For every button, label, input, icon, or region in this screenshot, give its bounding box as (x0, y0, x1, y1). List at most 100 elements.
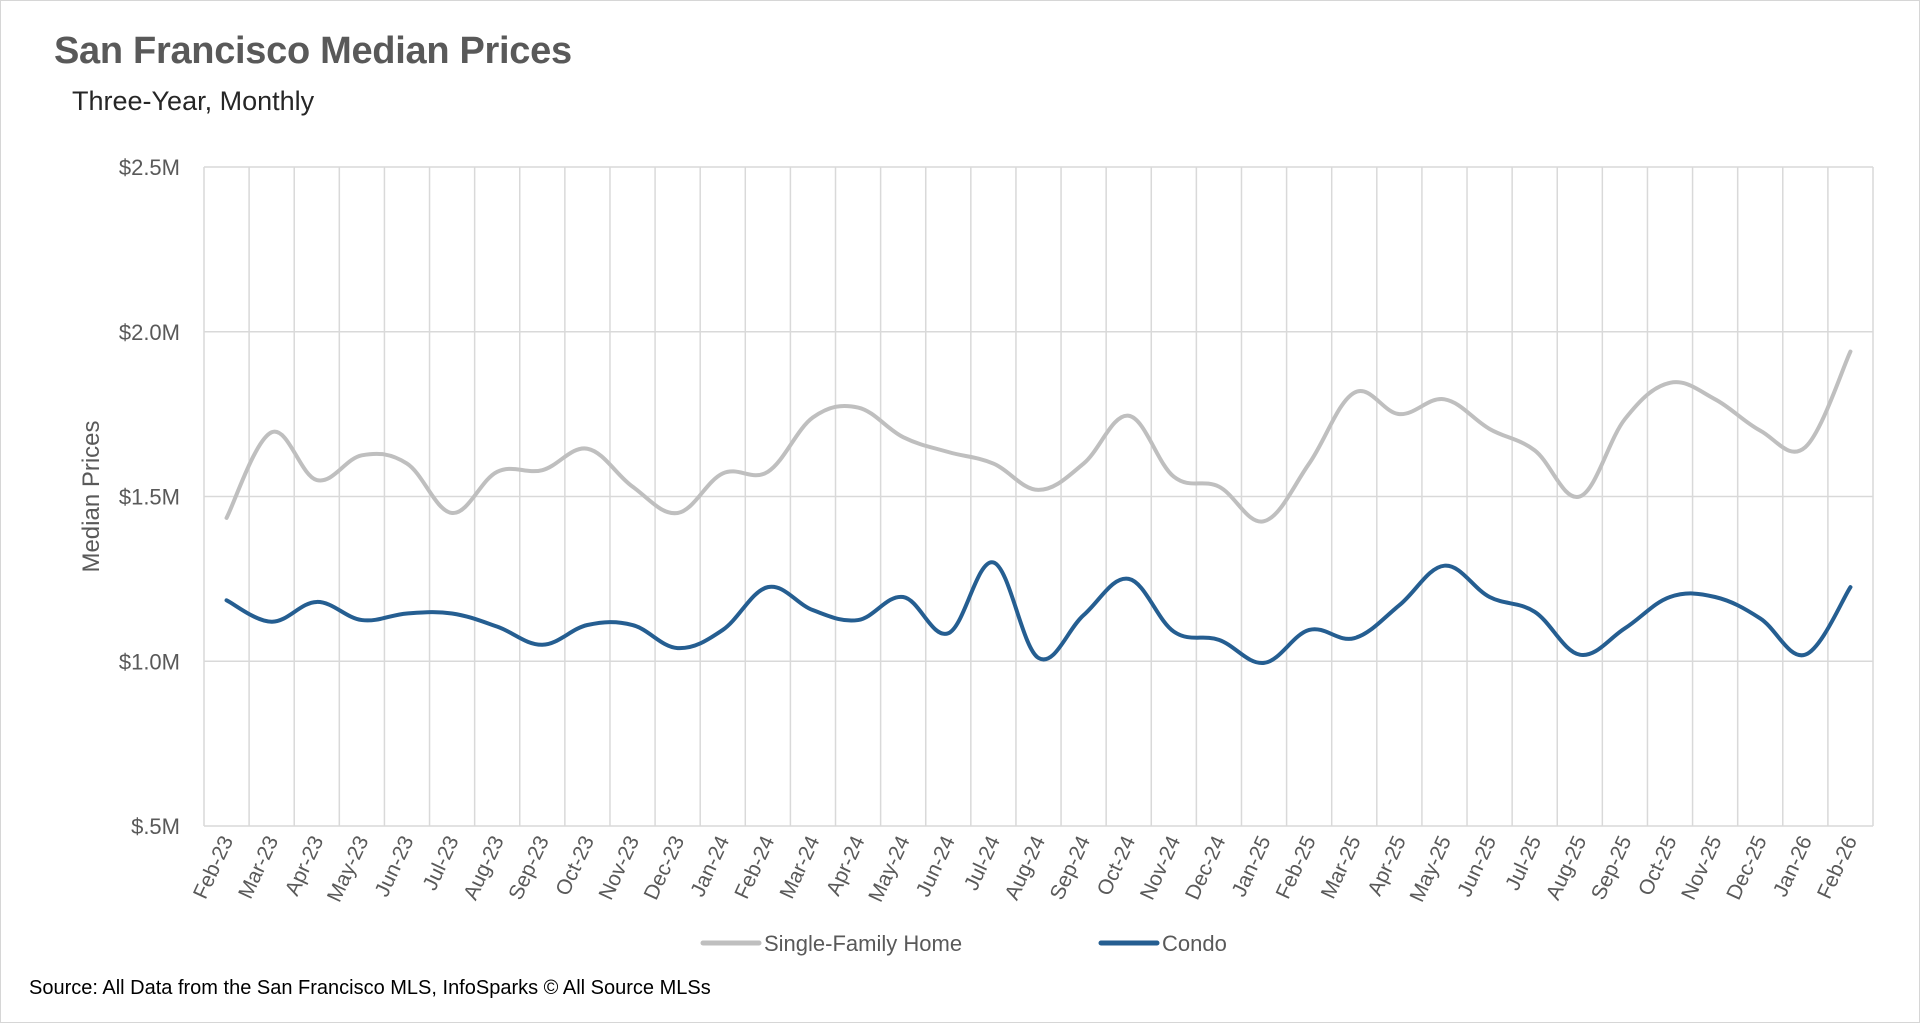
series-lines (224, 349, 1853, 665)
data-point-condo (1578, 653, 1582, 657)
legend-label-condo: Condo (1162, 931, 1227, 956)
data-point-condo (225, 598, 229, 602)
data-point-condo (721, 628, 725, 632)
data-point-condo (1217, 638, 1221, 642)
data-point-condo (1488, 595, 1492, 599)
data-point-condo (1262, 661, 1266, 665)
data-point-condo (585, 623, 589, 627)
x-tick-label: Oct-24 (1093, 832, 1141, 899)
x-tick-label: Oct-25 (1634, 832, 1681, 899)
vertical-gridlines (203, 167, 1874, 826)
x-tick-label: Nov-24 (1136, 832, 1186, 903)
data-point-single-family-home (946, 450, 950, 454)
x-tick-label: Jun-23 (371, 832, 419, 900)
data-point-condo (1533, 610, 1537, 614)
x-tick-label: Feb-23 (189, 832, 238, 902)
data-point-condo (315, 600, 319, 604)
data-point-condo (1082, 613, 1086, 617)
data-point-single-family-home (1623, 417, 1627, 421)
data-point-single-family-home (495, 470, 499, 474)
data-point-single-family-home (1397, 412, 1401, 416)
data-point-single-family-home (811, 415, 815, 419)
x-tick-label: May-23 (323, 832, 373, 905)
x-tick-label: Dec-23 (640, 832, 689, 903)
x-tick-label: Dec-24 (1181, 832, 1231, 903)
data-point-condo (811, 608, 815, 612)
x-tick-label: Aug-24 (1001, 832, 1051, 903)
data-point-condo (1758, 616, 1762, 620)
data-point-condo (1442, 564, 1446, 568)
data-point-single-family-home (405, 462, 409, 466)
x-tick-label: Jan-24 (686, 832, 734, 900)
source-note: Source: All Data from the San Francisco … (29, 977, 711, 999)
x-tick-label: Mar-25 (1317, 832, 1366, 902)
data-point-condo (405, 611, 409, 615)
data-point-condo (901, 595, 905, 599)
data-point-single-family-home (1803, 445, 1807, 449)
x-tick-label: Jul-25 (1501, 832, 1546, 894)
series-line-condo (224, 560, 1853, 665)
legend-label-single-family-home: Single-Family Home (764, 931, 962, 956)
data-point-condo (1037, 656, 1041, 660)
series-line-single-family-home (224, 349, 1853, 524)
data-point-condo (946, 631, 950, 635)
x-tick-label: Jun-25 (1453, 832, 1501, 900)
x-tick-label: Feb-25 (1272, 832, 1321, 902)
x-tick-label: Aug-23 (459, 832, 508, 903)
data-point-condo (766, 585, 770, 589)
data-point-single-family-home (1127, 414, 1131, 418)
chart-subtitle: Three-Year, Monthly (72, 86, 315, 116)
data-point-condo (1623, 626, 1627, 630)
data-point-condo (270, 620, 274, 624)
data-point-condo (450, 611, 454, 615)
data-point-single-family-home (1172, 475, 1176, 479)
data-point-single-family-home (1578, 495, 1582, 499)
data-point-single-family-home (1758, 429, 1762, 433)
data-point-single-family-home (1533, 448, 1537, 452)
data-point-single-family-home (540, 468, 544, 472)
data-point-single-family-home (856, 406, 860, 410)
x-tick-label: Jul-24 (960, 832, 1005, 894)
x-tick-label: Apr-24 (822, 832, 870, 899)
data-point-condo (1713, 595, 1717, 599)
data-point-condo (1397, 603, 1401, 607)
data-point-condo (1803, 653, 1807, 657)
data-point-single-family-home (721, 471, 725, 475)
data-point-single-family-home (1848, 350, 1852, 354)
x-tick-label: May-24 (864, 832, 915, 905)
data-point-condo (1307, 628, 1311, 632)
x-tick-label: Sep-24 (1046, 832, 1096, 903)
data-point-condo (676, 646, 680, 650)
data-point-single-family-home (225, 516, 229, 520)
x-tick-label: Sep-23 (504, 832, 553, 903)
x-tick-label: Aug-25 (1542, 832, 1591, 903)
data-point-single-family-home (1442, 397, 1446, 401)
data-point-single-family-home (450, 511, 454, 515)
x-tick-label: Dec-25 (1722, 832, 1771, 903)
data-point-single-family-home (1037, 488, 1041, 492)
data-point-condo (856, 618, 860, 622)
y-tick-label: $.5M (131, 814, 180, 839)
x-tick-label: Mar-23 (234, 832, 283, 902)
x-tick-label: Nov-25 (1677, 832, 1726, 903)
x-tick-label: May-25 (1406, 832, 1456, 905)
x-tick-label: Feb-24 (730, 832, 779, 902)
data-point-single-family-home (585, 447, 589, 451)
data-point-single-family-home (901, 435, 905, 439)
data-point-single-family-home (270, 430, 274, 434)
chart-title: San Francisco Median Prices (54, 30, 572, 72)
y-tick-label: $2.0M (119, 320, 180, 345)
data-point-condo (631, 623, 635, 627)
x-tick-label: Apr-23 (281, 832, 328, 899)
x-tick-label: Jun-24 (912, 832, 960, 900)
legend: Single-Family Home Condo (700, 931, 1227, 956)
x-tick-label: Feb-26 (1813, 832, 1862, 902)
data-point-single-family-home (1668, 381, 1672, 385)
x-tick-label: Sep-25 (1587, 832, 1636, 903)
x-tick-label: Oct-23 (551, 832, 598, 899)
x-tick-label: Nov-23 (595, 832, 644, 903)
data-point-condo (1127, 577, 1131, 581)
x-tick-label: Jan-26 (1769, 832, 1817, 900)
x-tick-label: Apr-25 (1363, 832, 1410, 899)
